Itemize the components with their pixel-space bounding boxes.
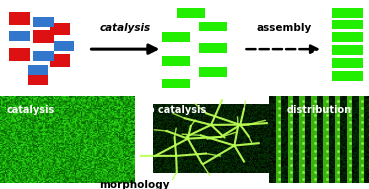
FancyBboxPatch shape bbox=[33, 51, 54, 61]
Text: morphology: morphology bbox=[99, 180, 170, 189]
FancyBboxPatch shape bbox=[288, 96, 293, 183]
FancyBboxPatch shape bbox=[199, 43, 227, 53]
FancyBboxPatch shape bbox=[28, 72, 48, 84]
FancyBboxPatch shape bbox=[9, 31, 30, 41]
FancyBboxPatch shape bbox=[359, 96, 364, 183]
FancyBboxPatch shape bbox=[54, 41, 74, 51]
FancyBboxPatch shape bbox=[33, 30, 54, 43]
FancyBboxPatch shape bbox=[323, 96, 328, 183]
FancyBboxPatch shape bbox=[332, 8, 363, 18]
FancyBboxPatch shape bbox=[177, 8, 205, 18]
FancyBboxPatch shape bbox=[9, 12, 30, 25]
FancyBboxPatch shape bbox=[332, 20, 363, 29]
FancyBboxPatch shape bbox=[162, 56, 190, 66]
FancyBboxPatch shape bbox=[332, 71, 363, 81]
FancyBboxPatch shape bbox=[332, 45, 363, 55]
FancyBboxPatch shape bbox=[50, 54, 70, 67]
FancyBboxPatch shape bbox=[199, 67, 227, 77]
Text: catalysis: catalysis bbox=[7, 105, 55, 115]
FancyBboxPatch shape bbox=[332, 58, 363, 68]
FancyBboxPatch shape bbox=[162, 79, 190, 88]
Text: no catalysis: no catalysis bbox=[141, 105, 207, 115]
FancyBboxPatch shape bbox=[199, 22, 227, 31]
FancyBboxPatch shape bbox=[50, 23, 70, 35]
FancyBboxPatch shape bbox=[347, 96, 352, 183]
Text: catalysis: catalysis bbox=[100, 23, 151, 33]
FancyBboxPatch shape bbox=[276, 96, 281, 183]
Text: distribution: distribution bbox=[287, 105, 352, 115]
FancyBboxPatch shape bbox=[9, 48, 30, 61]
FancyBboxPatch shape bbox=[162, 33, 190, 42]
FancyBboxPatch shape bbox=[332, 33, 363, 42]
FancyBboxPatch shape bbox=[300, 96, 305, 183]
FancyBboxPatch shape bbox=[311, 96, 317, 183]
FancyBboxPatch shape bbox=[335, 96, 340, 183]
Text: assembly: assembly bbox=[256, 23, 312, 33]
FancyBboxPatch shape bbox=[33, 17, 54, 26]
FancyBboxPatch shape bbox=[28, 65, 48, 75]
